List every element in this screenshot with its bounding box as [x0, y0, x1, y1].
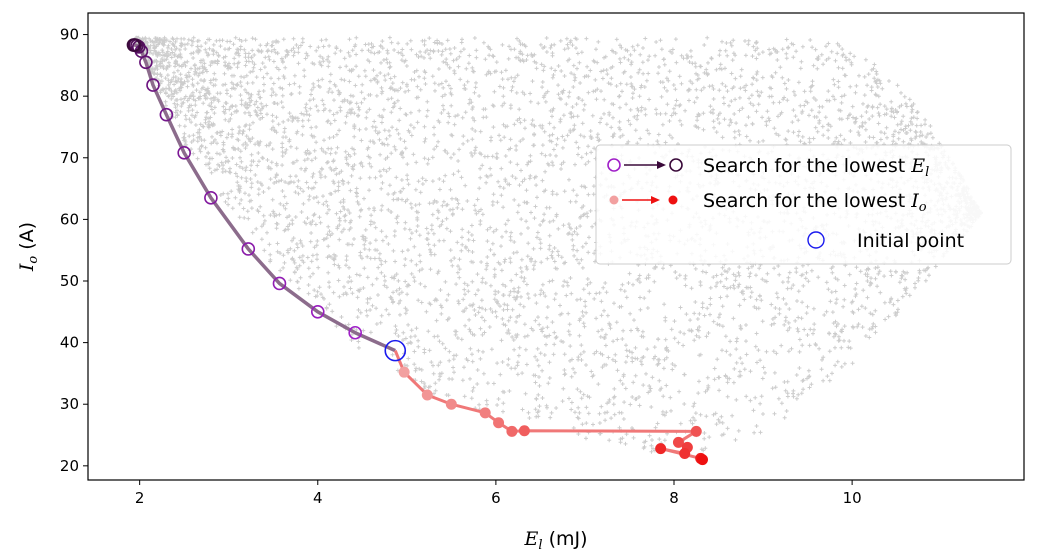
- initial-point-marker: [384, 339, 407, 362]
- x-tick-label: 8: [669, 489, 679, 507]
- search-io-point: [398, 366, 410, 378]
- y-tick-label: 20: [60, 457, 79, 475]
- legend-io-label: Search for the lowest Io: [703, 190, 927, 215]
- legend-initial-label: Initial point: [857, 230, 964, 252]
- legend-initial-icon: [807, 231, 825, 249]
- legend-el-label: Search for the lowest El: [703, 155, 929, 180]
- legend-io-arrow-head: [651, 196, 660, 204]
- search-io-point: [679, 448, 691, 460]
- search-el-point: [310, 305, 325, 319]
- search-io-point: [479, 407, 491, 419]
- search-io-path: [393, 350, 704, 461]
- search-io-point: [690, 425, 702, 437]
- search-io-point: [672, 436, 684, 448]
- search-io-point: [518, 425, 530, 437]
- search-el-point: [159, 107, 174, 122]
- plot-frame: [87, 12, 1025, 481]
- legend: Search for the lowest El Search for the l…: [595, 144, 1012, 265]
- y-tick-label: 30: [60, 395, 79, 413]
- search-io-point: [697, 454, 709, 466]
- y-tick-label: 90: [60, 26, 79, 44]
- x-axis-label: El (mJ): [523, 528, 587, 553]
- legend-box: [595, 144, 1012, 265]
- search-io-point: [655, 443, 667, 455]
- y-tick-label: 80: [60, 87, 79, 105]
- search-el-point: [204, 191, 218, 205]
- legend-el-arrow-head: [657, 161, 666, 169]
- legend-el-start-icon: [607, 158, 621, 172]
- y-axis-label: Io (A): [16, 222, 41, 272]
- search-el-point: [177, 146, 191, 160]
- axis-labels: El (mJ) Io (A): [16, 222, 588, 553]
- search-markers: [126, 38, 709, 466]
- search-el-point: [126, 38, 141, 52]
- axis-ticks: 2 4 6 8 10 20 30 40 50 60 70 80 90: [60, 26, 862, 507]
- x-tick-label: 6: [491, 489, 501, 507]
- search-el-point: [241, 242, 256, 256]
- legend-io-start-icon: [609, 195, 619, 205]
- x-tick-label: 10: [843, 489, 862, 507]
- search-el-path: [132, 43, 396, 353]
- search-io-point: [506, 425, 518, 437]
- search-el-point: [348, 325, 362, 340]
- search-io-point: [421, 389, 433, 401]
- search-io-point: [493, 417, 505, 429]
- y-tick-label: 70: [60, 149, 79, 167]
- search-io-point: [445, 398, 457, 410]
- search-el-point: [146, 78, 160, 92]
- legend-io-end-icon: [668, 195, 678, 205]
- search-el-point: [272, 276, 287, 291]
- x-tick-label: 4: [313, 489, 323, 507]
- y-tick-label: 40: [60, 334, 79, 352]
- x-tick-label: 2: [135, 489, 145, 507]
- legend-el-end-icon: [669, 158, 683, 172]
- y-tick-label: 60: [60, 210, 79, 228]
- y-tick-label: 50: [60, 272, 79, 290]
